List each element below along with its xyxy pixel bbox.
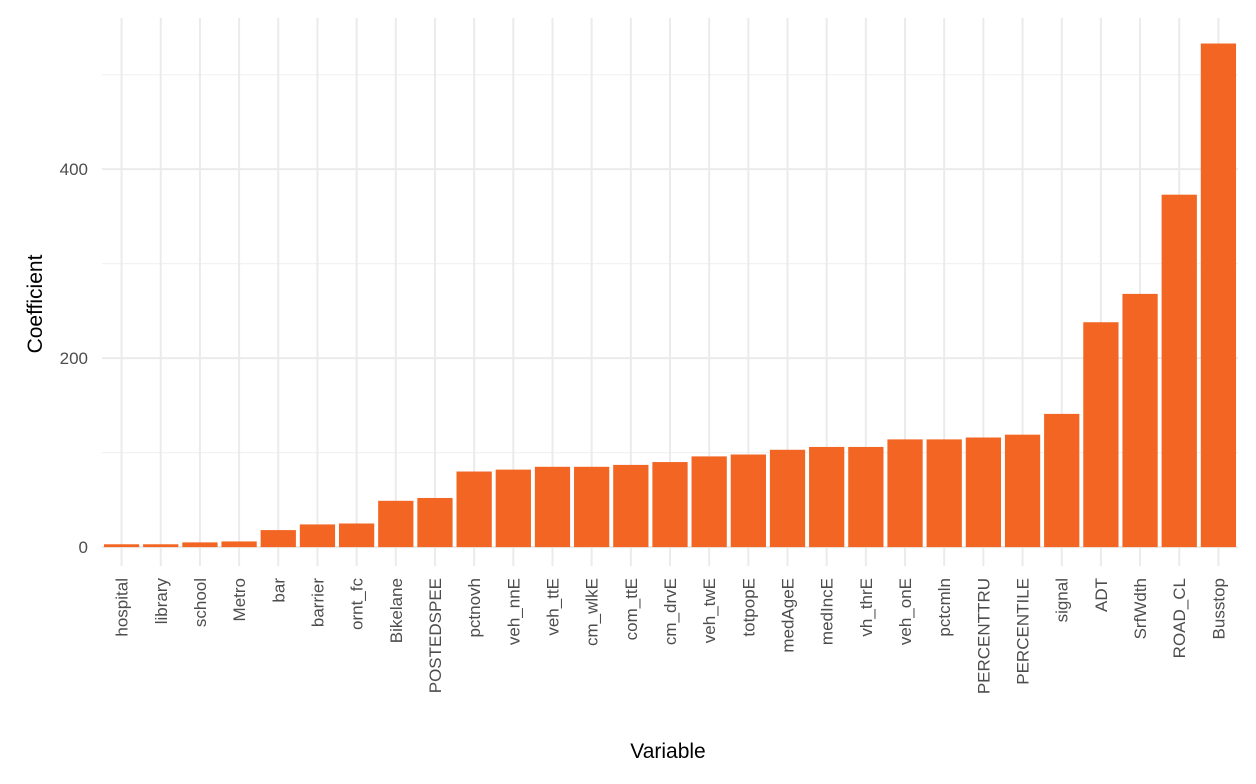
bar-busstop — [1200, 43, 1237, 548]
x-tick-label: Metro — [230, 578, 249, 621]
y-axis-title: Coefficient — [24, 254, 47, 353]
y-tick-label: 200 — [60, 349, 88, 368]
y-tick-labels: 0 200 400 — [60, 160, 88, 557]
x-tick-label: pctnovh — [465, 578, 484, 638]
bar-adt — [1083, 322, 1119, 548]
bar-totpope — [730, 454, 766, 548]
x-tick-label: medAgeE — [779, 578, 798, 653]
bar-cm_wlke — [574, 466, 610, 548]
x-tick-label: signal — [1053, 578, 1072, 622]
bar-bikelane — [378, 500, 414, 548]
bar-pctcmln — [926, 439, 962, 548]
x-tick-label: SrfWdth — [1131, 578, 1150, 639]
x-tick-label: veh_twE — [700, 578, 719, 643]
x-tick-label: library — [152, 578, 171, 625]
x-tick-label: PERCENTILE — [1014, 578, 1033, 685]
x-tick-label: totpopE — [739, 578, 758, 637]
bar-com_tte — [613, 464, 649, 548]
bar-library — [143, 544, 179, 548]
x-tick-label: veh_onE — [896, 578, 915, 645]
x-tick-label: bar — [269, 578, 288, 603]
x-tick-label: pctcmln — [935, 578, 954, 637]
bar-postedspee — [417, 497, 453, 548]
bar-metro — [221, 541, 257, 548]
bar-veh_nne — [495, 469, 531, 548]
x-tick-label: com_ttE — [622, 578, 641, 640]
x-tick-label: Busstop — [1209, 578, 1228, 639]
x-tick-label: cm_drvE — [661, 578, 680, 645]
x-axis-title: Variable — [630, 740, 706, 763]
x-tick-label: POSTEDSPEE — [426, 578, 445, 693]
bar-veh_tte — [534, 466, 571, 548]
bar-hospital — [103, 544, 140, 548]
bar-barrier — [299, 524, 336, 548]
bar-pctnovh — [456, 471, 492, 548]
bar-veh_one — [887, 439, 923, 548]
bar-ornt_fc — [338, 523, 375, 548]
bar-signal — [1044, 413, 1080, 548]
x-tick-label: hospital — [113, 578, 132, 637]
x-tick-label: PERCENTTRU — [974, 578, 993, 694]
bar-veh_twe — [691, 456, 727, 548]
x-tick-label: veh_ttE — [543, 578, 562, 636]
x-tick-labels: hospital library school Metro bar barrier ornt… — [113, 578, 1229, 695]
x-tick-label: ROAD_CL — [1170, 578, 1189, 658]
bar-medagee — [769, 449, 806, 548]
bar-percenttru — [965, 437, 1002, 548]
x-tick-label: medIncE — [818, 578, 837, 645]
x-tick-label: ornt_fc — [348, 578, 367, 630]
x-tick-label: ADT — [1092, 578, 1111, 612]
bar-percentile — [1004, 434, 1041, 548]
x-tick-label: cm_wlkE — [583, 578, 602, 646]
bar-srfwdth — [1122, 293, 1158, 548]
x-tick-label: school — [191, 578, 210, 627]
y-tick-label: 0 — [79, 538, 88, 557]
bar-cm_drve — [652, 462, 688, 548]
x-tick-label: Bikelane — [387, 578, 406, 643]
y-tick-label: 400 — [60, 160, 88, 179]
bars-layer — [103, 43, 1237, 548]
x-tick-label: veh_nnE — [504, 578, 523, 645]
bar-road_cl — [1161, 194, 1197, 548]
bar-medince — [809, 446, 845, 548]
bar-vh_thre — [848, 446, 884, 548]
x-tick-label: vh_thrE — [857, 578, 876, 637]
x-tick-label: barrier — [308, 578, 327, 627]
bar-bar — [260, 530, 296, 548]
bar-school — [182, 542, 218, 548]
